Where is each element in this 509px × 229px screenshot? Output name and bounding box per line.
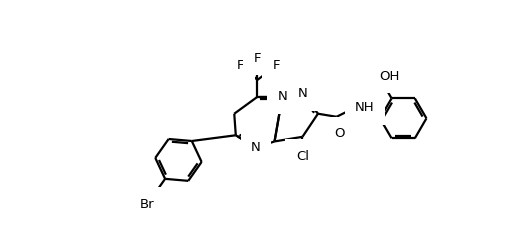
Text: Br: Br [140,198,154,211]
Text: O: O [334,127,344,140]
Text: Cl: Cl [295,150,308,163]
Text: NH: NH [354,101,374,114]
Text: F: F [236,60,244,73]
Text: F: F [272,60,279,73]
Text: F: F [253,52,261,65]
Text: N: N [277,90,287,103]
Text: OH: OH [378,70,399,83]
Text: N: N [297,87,307,100]
Text: N: N [250,141,260,154]
